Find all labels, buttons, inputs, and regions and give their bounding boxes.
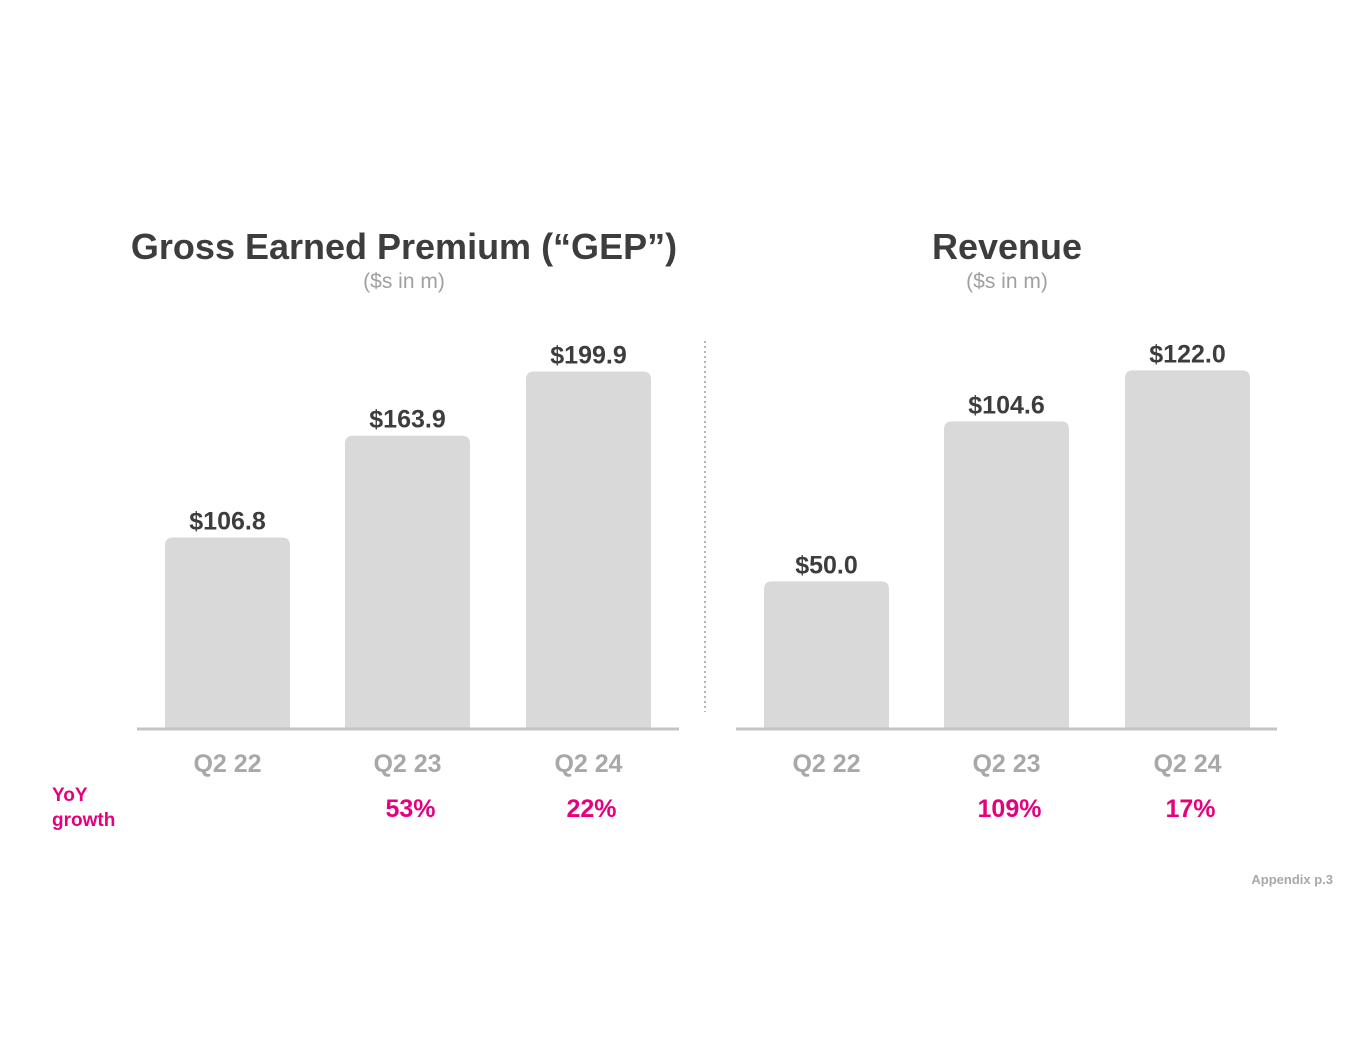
revenue-value-label: $122.0 <box>1149 340 1225 368</box>
gep-x-tick-label: Q2 22 <box>193 750 261 778</box>
gep-bar <box>526 371 651 728</box>
gep-yoy-growth: 53% <box>385 795 435 823</box>
revenue-x-tick-label: Q2 23 <box>972 750 1040 778</box>
revenue-chart-title: Revenue <box>931 226 1083 267</box>
gep-x-tick-label: Q2 23 <box>373 750 441 778</box>
gep-value-label: $199.9 <box>550 342 626 370</box>
gep-bar <box>345 435 470 728</box>
gep-chart-title: Gross Earned Premium (“GEP”) <box>130 226 678 267</box>
yoy-growth-label: YoY growth <box>52 785 116 831</box>
revenue-bar <box>764 581 889 728</box>
gep-yoy-growth: 22% <box>566 795 616 823</box>
revenue-chart-subtitle: ($s in m) <box>966 270 1048 293</box>
revenue-value-label: $104.6 <box>968 391 1044 419</box>
revenue-x-tick-label: Q2 22 <box>792 750 860 778</box>
revenue-x-tick-label: Q2 24 <box>1153 750 1221 778</box>
revenue-bar <box>1125 370 1250 728</box>
revenue-value-label: $50.0 <box>795 551 858 579</box>
appendix-page-note: Appendix p.3 <box>1251 872 1333 887</box>
gep-bar <box>165 537 290 728</box>
revenue-yoy-growth: 109% <box>978 795 1042 823</box>
revenue-bar <box>944 421 1069 728</box>
revenue-yoy-growth: 17% <box>1165 795 1215 823</box>
gep-x-tick-label: Q2 24 <box>554 750 622 778</box>
gep-chart-subtitle: ($s in m) <box>363 270 445 293</box>
gep-value-label: $106.8 <box>189 508 266 536</box>
gep-value-label: $163.9 <box>369 406 445 434</box>
